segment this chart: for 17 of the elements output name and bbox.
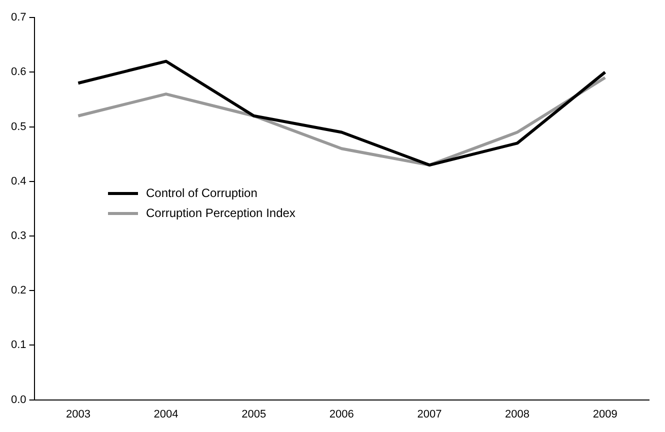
x-tick-label: 2006: [329, 408, 354, 420]
y-tick-label: 0.2: [10, 284, 26, 297]
x-tick-label: 2008: [505, 408, 530, 420]
y-tick-label: 0.1: [10, 339, 26, 352]
legend-label: Control of Corruption: [146, 186, 258, 200]
y-tick-label: 0.7: [10, 12, 26, 24]
y-tick-label: 0.5: [10, 120, 26, 133]
x-tick-label: 2003: [66, 408, 90, 420]
y-tick-label: 0.0: [10, 394, 26, 406]
legend-label: Corruption Perception Index: [146, 206, 296, 220]
x-tick-label: 2004: [154, 408, 178, 420]
x-tick-label: 2009: [592, 408, 618, 420]
x-tick-label: 2007: [417, 408, 442, 420]
y-tick-label: 0.6: [10, 66, 26, 78]
y-tick-label: 0.3: [10, 230, 26, 242]
y-tick-label: 0.4: [10, 175, 26, 188]
x-tick-label: 2005: [242, 408, 266, 420]
